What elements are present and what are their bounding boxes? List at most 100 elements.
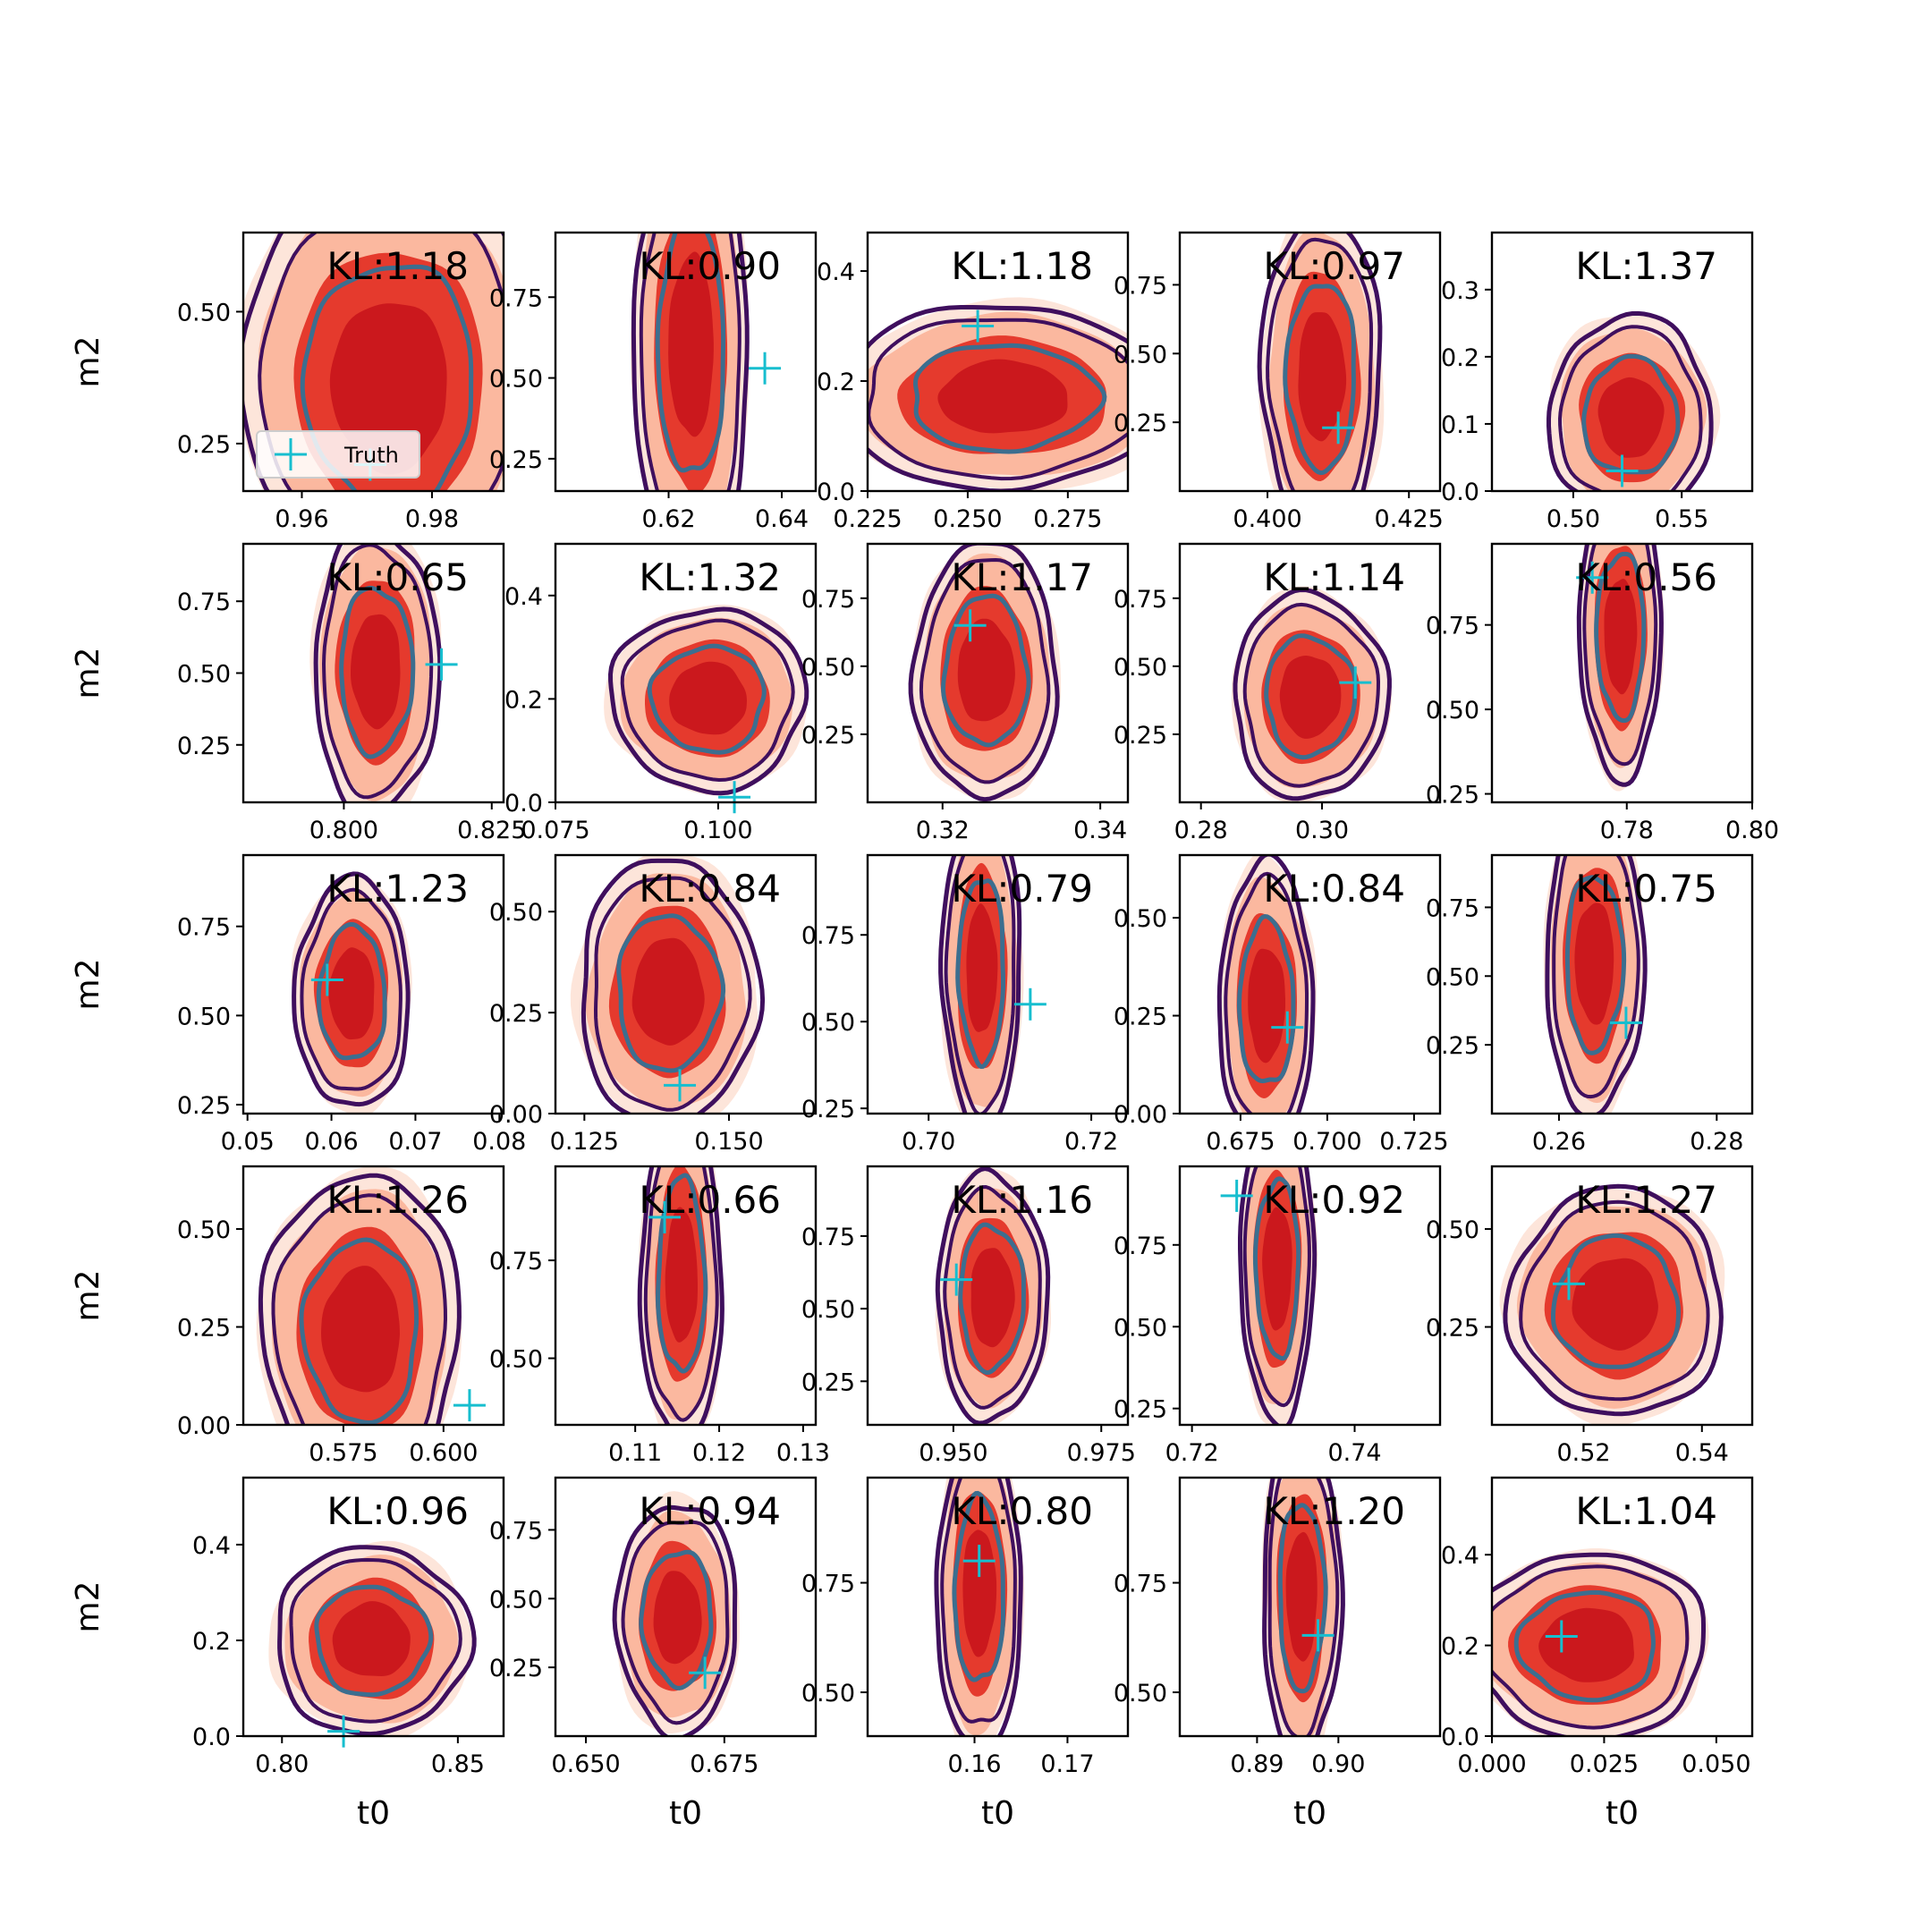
panel-22-ytick-label: 0.75 [489,1517,543,1545]
panel-9: 0.28 0.30 0.25 0.50 0.75 KL:1.14 [1114,542,1442,844]
panel-21-ytick-label: 0.0 [192,1724,231,1751]
panel-14-xtick-label: 0.725 [1379,1128,1448,1156]
panel-11-ytick-label: 0.75 [177,914,231,942]
panel-1-ytick-label: 0.25 [177,431,231,459]
panel-3-truth-marker [962,309,995,343]
panel-18-ytick-label: 0.75 [801,1224,855,1251]
panel-12-contour-inner [616,913,726,1073]
panel-13-xtick-label: 0.72 [1064,1128,1118,1156]
panel-25-xtick-label: 0.025 [1570,1750,1639,1778]
panel-4-contour-middle [1266,237,1374,491]
panel-5-ytick-label: 0.1 [1441,411,1479,439]
panel-20-plot-area [1499,1183,1725,1425]
panel-22-ytick-label: 0.25 [489,1655,543,1682]
panel-18-contour-outer [935,1166,1051,1425]
panel-20-density-fill-4 [1572,1258,1658,1351]
panel-13-ytick-label: 0.25 [801,1096,855,1123]
panel-15-contour-middle [1552,855,1640,1099]
panel-5-xtick-label: 0.50 [1546,505,1600,533]
panel-10-contour-inner [1594,551,1647,724]
panel-3: 0.225 0.250 0.275 0.0 0.2 0.4 KL:1.18 [817,231,1130,533]
panel-17-density-fill-4 [665,1207,698,1343]
panel-8-ytick-label: 0.50 [801,654,855,682]
panel-11-frame [242,853,505,1115]
panel-15-frame [1490,853,1754,1115]
panel-15-kl-label: KL:0.75 [1575,867,1717,911]
panel-25-ytick-label: 0.2 [1441,1633,1479,1661]
panel-12-frame [554,853,818,1115]
panel-3-contour-middle [868,318,1128,481]
panel-8-kl-label: KL:1.17 [951,555,1093,599]
panel-3-xtick-label: 0.250 [933,505,1002,533]
panel-6-kl-label: KL:0.65 [326,555,469,599]
panel-7-plot-area [604,605,809,796]
panel-20-ytick-label: 0.25 [1426,1315,1479,1343]
panel-12-kl-label: KL:0.84 [639,867,781,911]
panel-4: 0.400 0.425 0.25 0.50 0.75 KL:0.97 [1114,231,1444,533]
panel-12-xtick-label: 0.150 [694,1128,763,1156]
panel-18-truth-marker [940,1263,973,1296]
panel-6-ytick-label: 0.50 [177,661,231,689]
panel-2-contour-middle [639,233,741,491]
panel-11: 0.05 0.06 0.07 0.08 0.25 0.50 0.75 KL:1.23 m2 [70,853,526,1156]
panel-10-xtick-label: 0.78 [1600,817,1654,844]
ylabel-row-1: m2 [70,336,106,388]
panel-3-plot-area [868,297,1128,491]
panel-16-xtick-label: 0.575 [309,1439,377,1467]
panel-18-contour-middle [943,1184,1042,1410]
panel-10-ytick-label: 0.25 [1426,782,1479,809]
panel-8: 0.32 0.34 0.25 0.50 0.75 KL:1.17 [801,542,1130,844]
panel-6-density-fill-4 [351,614,401,730]
panel-3-contour-inner [912,343,1107,454]
panel-13-frame [866,853,1130,1115]
panel-13-contour-middle [944,855,1016,1114]
panel-3-frame [866,231,1130,493]
panel-3-kl-label: KL:1.18 [951,244,1093,288]
panel-16-frame [242,1165,505,1427]
panel-3-xtick-label: 0.225 [833,505,902,533]
panel-11-kl-label: KL:1.23 [326,867,469,911]
ylabel-row-4: m2 [70,1270,106,1322]
panel-22-truth-marker [689,1657,722,1690]
panel-4-frame [1178,231,1442,493]
panel-25-plot-area [1492,1548,1709,1736]
panel-9-contour-middle [1242,602,1381,788]
panel-25-contour-outer [1492,1552,1706,1736]
panel-11-plot-area [291,871,412,1114]
panel-23-truth-marker [962,1545,996,1578]
panel-6: 0.800 0.825 0.25 0.50 0.75 KL:0.65 m2 [70,542,526,844]
panel-8-density-fill-4 [957,618,1015,722]
panel-22-ytick-label: 0.50 [489,1586,543,1614]
panel-19-kl-label: KL:0.92 [1263,1178,1405,1222]
panel-4-density-fill-4 [1298,312,1347,442]
panel-14-ytick-label: 0.00 [1114,1101,1167,1129]
xlabel-col-4: t0 [1293,1795,1326,1832]
panel-8-contour-outer [908,544,1060,802]
panel-17-ytick-label: 0.75 [489,1248,543,1275]
panel-1-frame [242,231,505,493]
panel-12-xtick-label: 0.125 [550,1128,619,1156]
legend-truth-label: Truth [343,443,399,468]
panel-6-truth-marker [425,648,458,681]
panel-2: 0.62 0.64 0.25 0.50 0.75 KL:0.90 [489,231,818,533]
panel-9-xtick-label: 0.30 [1295,817,1349,844]
panel-2-contour-outer [631,233,750,491]
panel-23-ytick-label: 0.50 [801,1680,855,1707]
panel-11-contour-middle [300,887,402,1091]
panel-10-plot-area [1576,544,1665,792]
panel-5-kl-label: KL:1.37 [1575,244,1717,288]
panel-11-ytick-label: 0.50 [177,1003,231,1030]
panel-11-xtick-label: 0.06 [305,1128,359,1156]
panel-23-kl-label: KL:0.80 [951,1489,1093,1533]
panel-7-contour-outer [607,606,809,796]
panel-17-kl-label: KL:0.66 [639,1178,781,1222]
panel-22-contour-middle [621,1520,730,1725]
panel-3-ytick-label: 0.2 [817,369,855,396]
panel-14-ytick-label: 0.25 [1114,1004,1167,1031]
panel-17-frame [554,1165,818,1427]
panel-7-xtick-label: 0.100 [683,817,752,844]
panel-22-kl-label: KL:0.94 [639,1489,781,1533]
panel-14-contour-outer [1216,855,1316,1114]
panel-6-contour-inner [339,585,416,759]
panel-8-truth-marker [953,609,987,642]
